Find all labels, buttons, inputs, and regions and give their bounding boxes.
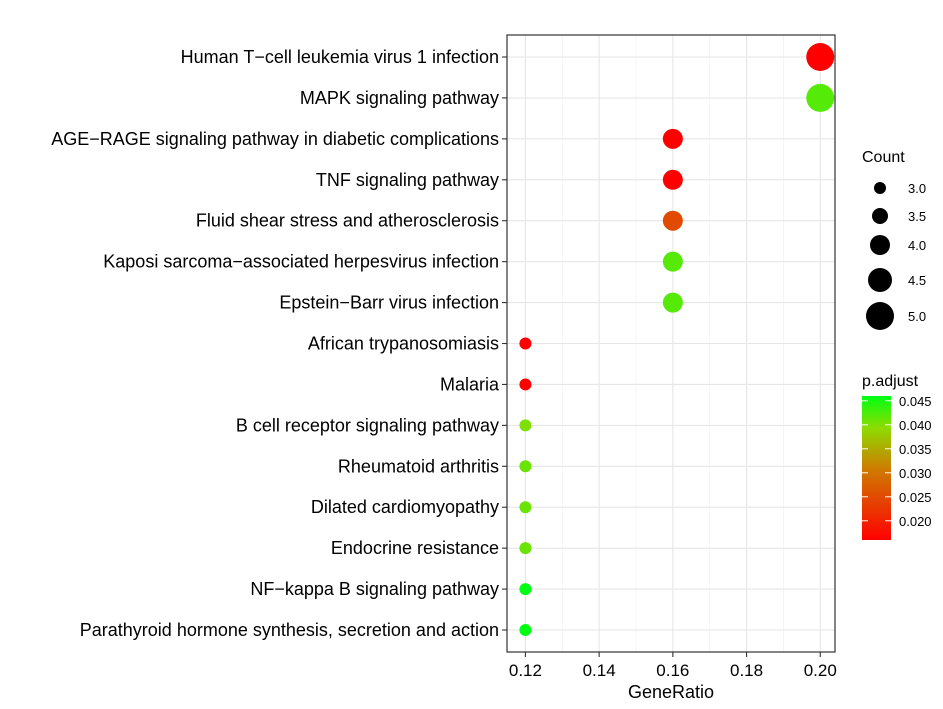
data-point: [519, 501, 532, 514]
size-legend-key: [870, 235, 890, 255]
data-point: [662, 169, 683, 190]
data-point: [662, 128, 683, 149]
y-tick-label: Endocrine resistance: [331, 538, 499, 558]
x-tick-label: 0.20: [804, 661, 837, 680]
data-point: [519, 542, 532, 555]
data-point: [806, 83, 835, 112]
y-tick-label: Fluid shear stress and atherosclerosis: [196, 211, 499, 231]
data-point: [519, 378, 532, 391]
size-legend-key: [868, 268, 892, 292]
y-tick-label: African trypanosomiasis: [308, 334, 499, 354]
y-tick-label: Dilated cardiomyopathy: [311, 497, 499, 517]
x-tick-label: 0.12: [509, 661, 542, 680]
color-legend-label: 0.045: [899, 394, 932, 409]
color-legend-title: p.adjust: [862, 373, 919, 390]
y-axis: Human T−cell leukemia virus 1 infection M…: [51, 47, 507, 640]
size-legend-title: Count: [862, 149, 905, 166]
size-legend-label: 3.0: [908, 181, 926, 196]
y-tick-label: NF−kappa B signaling pathway: [250, 579, 499, 599]
data-points: [519, 43, 835, 637]
y-tick-label: MAPK signaling pathway: [300, 88, 499, 108]
y-tick-label: Rheumatoid arthritis: [338, 456, 499, 476]
y-tick-label: AGE−RAGE signaling pathway in diabetic c…: [51, 129, 499, 149]
data-point: [519, 337, 532, 350]
data-point: [662, 251, 683, 272]
y-tick-label: Kaposi sarcoma−associated herpesvirus in…: [103, 252, 499, 272]
y-tick-label: B cell receptor signaling pathway: [236, 415, 499, 435]
size-legend-label: 4.5: [908, 273, 926, 288]
data-point: [662, 292, 683, 313]
size-legend-label: 3.5: [908, 209, 926, 224]
size-legend-key: [866, 302, 894, 330]
x-axis: 0.12 0.14 0.16 0.18 0.20: [509, 652, 837, 680]
color-legend-label: 0.030: [899, 466, 932, 481]
color-bar: [862, 396, 891, 540]
data-point: [519, 624, 532, 637]
color-legend: p.adjust 0.045 0.040 0.035 0.030 0.025 0.020: [862, 373, 932, 540]
size-legend-label: 5.0: [908, 309, 926, 324]
y-tick-label: Malaria: [440, 374, 500, 394]
data-point: [519, 460, 532, 473]
color-legend-label: 0.040: [899, 418, 932, 433]
y-tick-label: Epstein−Barr virus infection: [279, 293, 499, 313]
size-legend-key: [872, 208, 888, 224]
size-legend: Count 3.0 3.5 4.0 4.5 5.0: [862, 149, 926, 330]
x-tick-label: 0.16: [656, 661, 689, 680]
data-point: [662, 210, 683, 231]
size-legend-label: 4.0: [908, 238, 926, 253]
data-point: [519, 583, 532, 596]
y-tick-label: TNF signaling pathway: [316, 170, 499, 190]
y-tick-label: Parathyroid hormone synthesis, secretion…: [80, 620, 499, 640]
y-tick-label: Human T−cell leukemia virus 1 infection: [181, 47, 499, 67]
x-tick-label: 0.18: [730, 661, 763, 680]
x-tick-label: 0.14: [583, 661, 616, 680]
color-legend-label: 0.035: [899, 442, 932, 457]
size-legend-key: [874, 182, 886, 194]
color-legend-label: 0.020: [899, 514, 932, 529]
color-legend-label: 0.025: [899, 490, 932, 505]
data-point: [806, 43, 835, 71]
x-axis-title: GeneRatio: [628, 682, 714, 702]
data-point: [519, 419, 532, 432]
